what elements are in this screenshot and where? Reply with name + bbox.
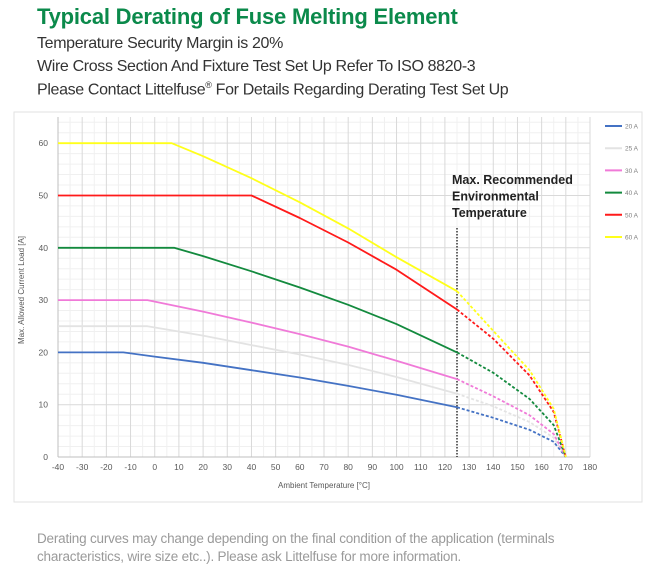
legend-label: 50 A — [625, 212, 639, 219]
x-tick-label: -10 — [124, 462, 137, 472]
series-line-solid — [58, 246, 458, 354]
series-line-solid — [58, 142, 458, 292]
y-tick-label: 40 — [39, 243, 49, 253]
legend-label: 40 A — [625, 190, 639, 197]
x-tick-label: 0 — [152, 462, 157, 472]
series-60a — [58, 142, 567, 458]
series-line-dashed — [456, 406, 567, 458]
x-tick-label: 100 — [389, 462, 403, 472]
x-tick-label: 170 — [559, 462, 573, 472]
x-tick-label: 70 — [319, 462, 329, 472]
x-tick-label: 20 — [198, 462, 208, 472]
x-tick-label: 80 — [343, 462, 353, 472]
series-line-solid — [58, 299, 458, 380]
annotation-text: Temperature — [452, 206, 527, 220]
x-tick-label: -30 — [76, 462, 89, 472]
registered-mark: ® — [205, 80, 212, 90]
series-line-solid — [58, 351, 458, 409]
footer-note: Derating curves may change depending on … — [37, 531, 555, 564]
x-tick-label: 150 — [510, 462, 524, 472]
x-tick-label: 60 — [295, 462, 305, 472]
chart-frame — [13, 111, 643, 503]
series-line-dashed — [456, 392, 567, 458]
annotation-text: Max. Recommended — [452, 173, 573, 187]
subtitle-line-1: Temperature Security Margin is 20% — [37, 35, 283, 52]
x-tick-label: -40 — [52, 462, 65, 472]
series-30a — [58, 299, 567, 458]
x-tick-label: 30 — [223, 462, 233, 472]
x-tick-label: 130 — [462, 462, 476, 472]
legend-label: 25 A — [625, 146, 639, 153]
subtitle-line-3-b: For Details Regarding Derating Test Set … — [211, 81, 509, 99]
series-line-dashed — [456, 290, 567, 458]
y-tick-label: 30 — [39, 295, 49, 305]
series-line-dashed — [456, 351, 567, 458]
y-tick-label: 10 — [39, 400, 49, 410]
legend-label: 60 A — [625, 235, 639, 242]
y-tick-label: 50 — [39, 190, 49, 200]
y-tick-label: 0 — [43, 452, 48, 462]
series-line-solid — [58, 325, 458, 395]
series-40a — [58, 246, 567, 458]
legend-label: 20 A — [625, 124, 639, 131]
subtitle-line-3: Please Contact Littelfuse® For Details R… — [37, 80, 509, 99]
x-axis-title: Ambient Temperature [°C] — [278, 481, 370, 490]
x-tick-label: 120 — [438, 462, 452, 472]
series-25a — [58, 325, 567, 458]
y-tick-label: 20 — [39, 347, 49, 357]
y-tick-label: 60 — [39, 138, 49, 148]
subtitle-line-3-a: Please Contact Littelfuse — [37, 81, 206, 99]
series-line-solid — [58, 194, 458, 311]
x-tick-label: 50 — [271, 462, 281, 472]
annotation-text: Environmental — [452, 190, 539, 204]
y-axis-title: Max. Allowed Current Load [A] — [17, 236, 26, 344]
series-20a — [58, 351, 567, 458]
chart-title: Typical Derating of Fuse Melting Element — [37, 4, 458, 29]
x-tick-label: 10 — [174, 462, 184, 472]
x-tick-label: 110 — [414, 462, 428, 472]
subtitle-line-2: Wire Cross Section And Fixture Test Set … — [37, 58, 476, 75]
x-tick-label: -20 — [100, 462, 113, 472]
x-tick-label: 140 — [486, 462, 500, 472]
x-tick-label: 160 — [535, 462, 549, 472]
legend-label: 30 A — [625, 168, 639, 175]
series-line-dashed — [456, 378, 567, 458]
x-tick-label: 40 — [247, 462, 257, 472]
x-tick-label: 90 — [368, 462, 378, 472]
x-tick-label: 180 — [583, 462, 597, 472]
